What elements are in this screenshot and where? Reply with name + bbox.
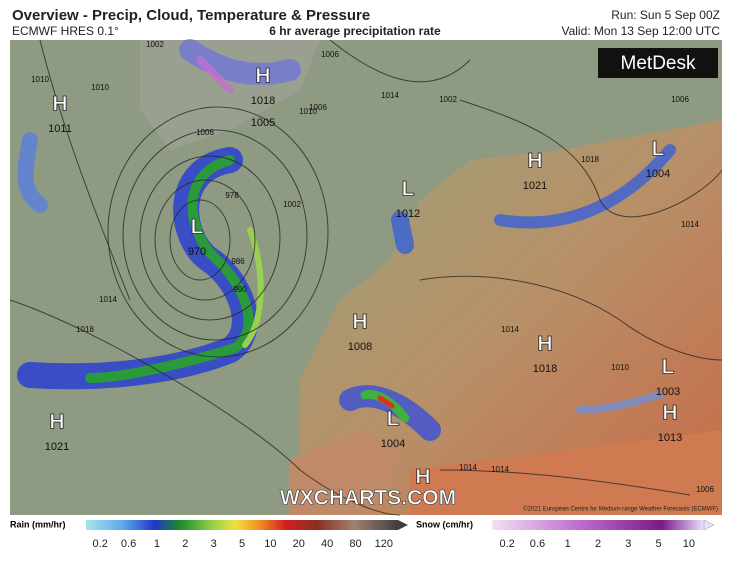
isobar-label: 1006	[671, 95, 689, 104]
isobar-label: 1010	[91, 83, 109, 92]
isobar-label: 986	[231, 257, 245, 266]
system-letter: H	[255, 65, 270, 88]
isobar-label: 1018	[76, 325, 94, 334]
system-letter: H	[352, 311, 367, 334]
run: Run: Sun 5 Sep 00Z	[611, 8, 720, 22]
pressure-systems: H 1011 H 1018 L 970 L 1012 H 1021 L 1004 H 1008 H 1018 L…	[45, 64, 682, 489]
rain-colorbar	[86, 520, 398, 530]
rain-tick-label: 1	[154, 538, 160, 550]
isobar-label: 1002	[439, 95, 457, 104]
rain-tick-label: 120	[375, 538, 393, 550]
isobar-label: 1014	[381, 91, 399, 100]
isobar-label: 1006	[321, 50, 339, 59]
isobar-label: 1002	[283, 200, 301, 209]
rain-tick-label: 10	[264, 538, 276, 550]
logo-box	[598, 48, 718, 78]
isobar-label: 1002	[146, 40, 164, 49]
rain-tick-label: 5	[239, 538, 245, 550]
snow-tick-label: 0.6	[530, 538, 545, 550]
precipitation	[17, 39, 676, 441]
rain-arrow	[398, 520, 408, 530]
title: Overview - Precip, Cloud, Temperature & …	[12, 7, 370, 24]
watermark: WXCHARTS.COM	[280, 487, 456, 510]
isobar-label: 1006	[696, 485, 714, 494]
system-letter: L	[652, 138, 665, 161]
isobar-label: 1014	[99, 295, 117, 304]
system-letter: L	[191, 216, 204, 239]
system-pressure: 1008	[348, 341, 372, 353]
system-letter: L	[387, 408, 400, 431]
rain-tick-label: 3	[211, 538, 217, 550]
isobar-label: 990	[233, 285, 247, 294]
isobar-label: 1006	[196, 128, 214, 137]
snow-tick-label: 3	[625, 538, 631, 550]
isobar-label: 1014	[459, 463, 477, 472]
system-letter: H	[415, 466, 430, 489]
copyright: ©2021 European Centre for Medium-range W…	[523, 506, 718, 513]
system-letter: L	[402, 178, 415, 201]
system-letter: H	[49, 411, 64, 434]
map-area: H 1011 H 1018 L 970 L 1012 H 1021 L 1004 H 1008 H 1018 L…	[9, 39, 723, 516]
isobars	[9, 39, 723, 516]
snow-tick-label: 5	[656, 538, 662, 550]
system-pressure: 1018	[251, 95, 275, 107]
africa	[410, 430, 722, 515]
system-pressure: 1018	[533, 363, 557, 375]
system-pressure: 1012	[396, 208, 420, 220]
rain-title: Rain (mm/hr)	[10, 519, 66, 529]
isobar-label: 1014	[491, 465, 509, 474]
system-letter: H	[52, 93, 67, 116]
system-letter: L	[662, 356, 675, 379]
subtitle: 6 hr average precipitation rate	[269, 24, 441, 38]
isobar-label: 1018	[581, 155, 599, 164]
rain-tick-label: 0.6	[121, 538, 136, 550]
system-pressure: 1011	[48, 123, 72, 135]
system-pressure: 1013	[658, 432, 682, 444]
header: Overview - Precip, Cloud, Temperature & …	[12, 7, 720, 38]
snow-tick-label: 0.2	[499, 538, 514, 550]
isobar-label: 1010	[299, 107, 317, 116]
system-pressure: 970	[188, 246, 206, 258]
isobar-label: 1010	[611, 363, 629, 372]
system-pressure: 1021	[45, 441, 69, 453]
snow-tick-label: 10	[683, 538, 695, 550]
iberia	[290, 430, 400, 515]
snow-arrow	[703, 519, 715, 531]
isobar-label: 978	[225, 191, 239, 200]
valid: Valid: Mon 13 Sep 12:00 UTC	[561, 24, 720, 38]
system-pressure: 1004	[381, 438, 405, 450]
system-letter: H	[537, 333, 552, 356]
snow-tick-label: 2	[595, 538, 601, 550]
pressure-label: 1005	[251, 117, 275, 129]
isobar-label: 1010	[31, 75, 49, 84]
system-pressure: 1003	[656, 386, 680, 398]
system-pressure: 1004	[646, 168, 670, 180]
snow-tick-label: 1	[565, 538, 571, 550]
rain-tick-label: 80	[349, 538, 361, 550]
system-letter: H	[662, 402, 677, 425]
rain-tick-label: 0.2	[93, 538, 108, 550]
legend: Rain (mm/hr) Snow (cm/hr) 0.2 0.6 1 2 3 5 10 20…	[10, 519, 715, 550]
rain-tick-label: 2	[182, 538, 188, 550]
isobar-label: 1006	[309, 103, 327, 112]
logo: MetDesk	[621, 53, 696, 74]
rain-tick-label: 40	[321, 538, 333, 550]
isobar-label: 1014	[501, 325, 519, 334]
model: ECMWF HRES 0.1°	[12, 24, 119, 38]
rain-tick-label: 20	[293, 538, 305, 550]
isobar-label: 1014	[681, 220, 699, 229]
system-letter: H	[527, 150, 542, 173]
system-pressure: 1021	[523, 180, 547, 192]
snow-title: Snow (cm/hr)	[416, 519, 473, 529]
isobar-labels: 1010100610101002100610141010100610029789…	[31, 40, 714, 494]
snow-colorbar	[492, 520, 704, 530]
